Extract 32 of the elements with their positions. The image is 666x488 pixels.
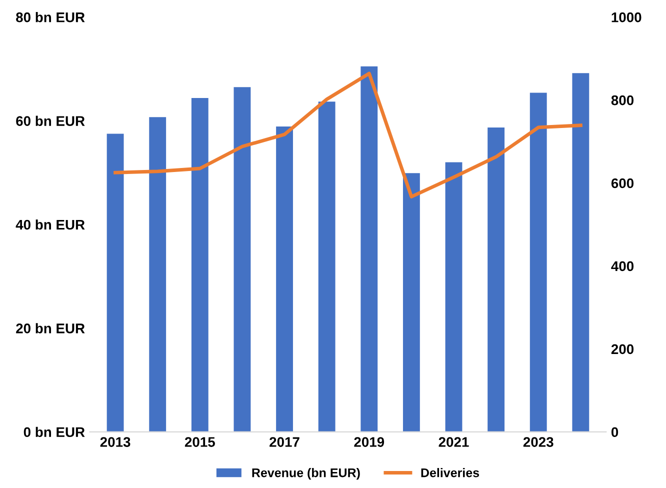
x-tick-label: 2021: [438, 437, 469, 447]
y-tick-label: 20 bn EUR: [16, 323, 85, 334]
bar: [149, 117, 166, 432]
x-tick-label: 2019: [354, 437, 384, 447]
bar: [106, 134, 124, 432]
line-series: [114, 72, 582, 198]
legend-label: Revenue (bn EUR): [252, 468, 360, 480]
bar: [445, 162, 462, 432]
bar: [318, 102, 336, 432]
bar: [276, 126, 293, 432]
y-tick-label: 80 bn EUR: [16, 12, 85, 22]
bar: [530, 92, 547, 432]
x-tick-label: 2023: [523, 437, 554, 447]
x-tick-label: 2013: [100, 437, 130, 447]
legend-label: Deliveries: [421, 468, 480, 478]
bar: [402, 173, 420, 432]
y-tick-label: 60 bn EUR: [16, 116, 85, 126]
bar: [488, 128, 505, 432]
y2-tick-label: 800: [611, 95, 634, 106]
y2-tick-label: 1000: [612, 12, 642, 22]
bar: [191, 98, 208, 432]
y-tick-label: 40 bn EUR: [16, 219, 85, 230]
x-tick-label: 2015: [184, 437, 215, 447]
bar: [572, 73, 590, 432]
y2-tick-label: 200: [611, 344, 634, 354]
x-tick-label: 2017: [270, 437, 300, 447]
bar: [360, 66, 378, 432]
bar: [234, 87, 251, 432]
y2-tick-label: 400: [611, 261, 634, 272]
y2-tick-label: 600: [611, 178, 634, 188]
y-tick-label: 0 bn EUR: [24, 426, 85, 438]
y2-tick-label: 0: [611, 427, 618, 438]
